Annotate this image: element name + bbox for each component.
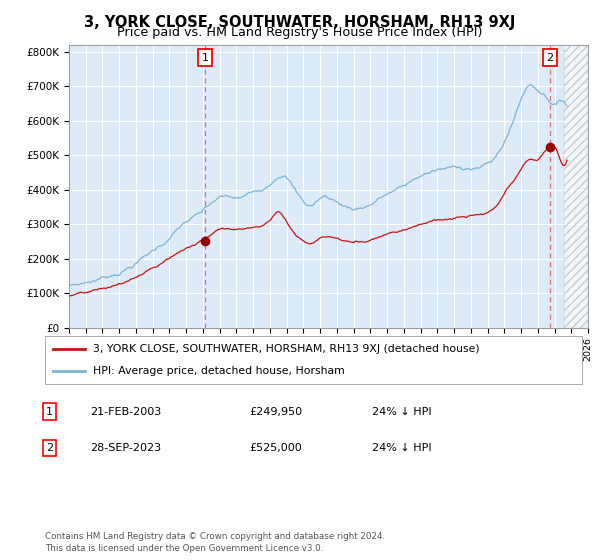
Text: Price paid vs. HM Land Registry's House Price Index (HPI): Price paid vs. HM Land Registry's House … bbox=[118, 26, 482, 39]
Text: 1: 1 bbox=[46, 407, 53, 417]
Text: 3, YORK CLOSE, SOUTHWATER, HORSHAM, RH13 9XJ (detached house): 3, YORK CLOSE, SOUTHWATER, HORSHAM, RH13… bbox=[94, 344, 480, 354]
Text: 28-SEP-2023: 28-SEP-2023 bbox=[90, 443, 161, 453]
Text: 2: 2 bbox=[547, 53, 554, 63]
Text: 24% ↓ HPI: 24% ↓ HPI bbox=[372, 443, 431, 453]
Text: 1: 1 bbox=[202, 53, 208, 63]
Text: £525,000: £525,000 bbox=[249, 443, 302, 453]
Text: 24% ↓ HPI: 24% ↓ HPI bbox=[372, 407, 431, 417]
Text: £249,950: £249,950 bbox=[249, 407, 302, 417]
Text: Contains HM Land Registry data © Crown copyright and database right 2024.
This d: Contains HM Land Registry data © Crown c… bbox=[45, 532, 385, 553]
Bar bbox=[564, 45, 588, 328]
Text: 21-FEB-2003: 21-FEB-2003 bbox=[90, 407, 161, 417]
Text: 3, YORK CLOSE, SOUTHWATER, HORSHAM, RH13 9XJ: 3, YORK CLOSE, SOUTHWATER, HORSHAM, RH13… bbox=[85, 15, 515, 30]
Text: HPI: Average price, detached house, Horsham: HPI: Average price, detached house, Hors… bbox=[94, 366, 345, 376]
Text: 2: 2 bbox=[46, 443, 53, 453]
